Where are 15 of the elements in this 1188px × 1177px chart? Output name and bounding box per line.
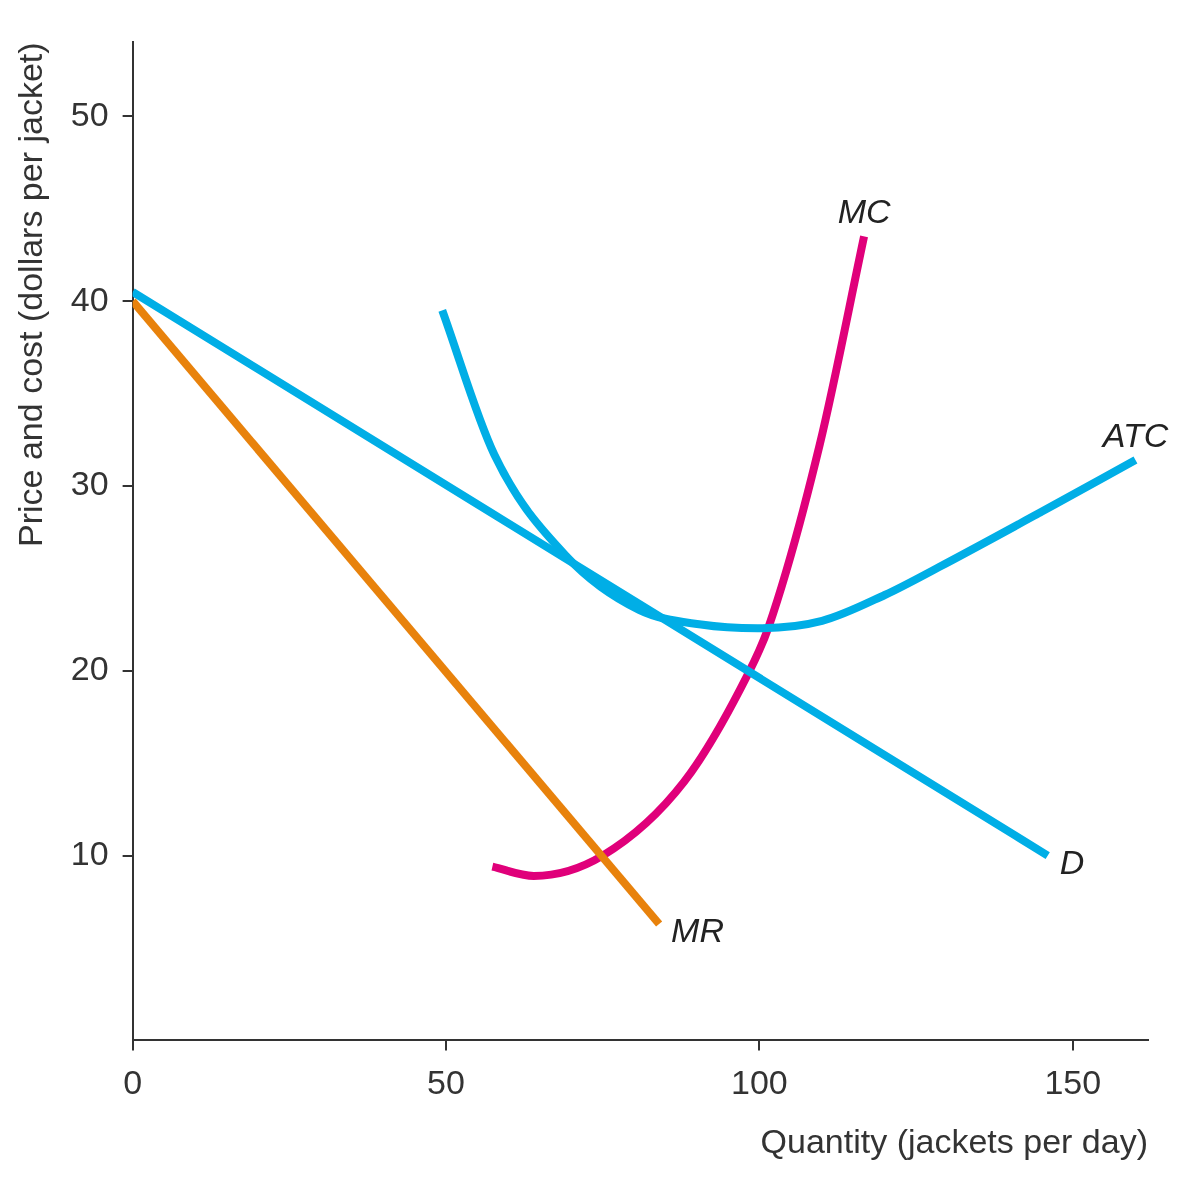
series-label: D [1059, 843, 1085, 882]
x-tick-label: 50 [427, 1063, 465, 1102]
x-axis-title: Quantity (jackets per day) [760, 1121, 1148, 1160]
x-tick-label: 0 [123, 1063, 143, 1102]
y-tick-label: 30 [70, 464, 109, 503]
y-tick-label: 20 [70, 649, 109, 688]
x-tick-label: 100 [731, 1063, 788, 1102]
y-tick-label: 50 [70, 94, 109, 133]
series-label: MR [671, 911, 724, 950]
series-label: MC [837, 191, 891, 230]
series-label: ATC [1100, 415, 1169, 454]
x-tick-label: 150 [1044, 1063, 1102, 1102]
y-axis-title: Price and cost (dollars per jacket) [10, 42, 49, 547]
y-tick-label: 40 [70, 279, 109, 318]
y-tick-label: 10 [70, 833, 109, 872]
